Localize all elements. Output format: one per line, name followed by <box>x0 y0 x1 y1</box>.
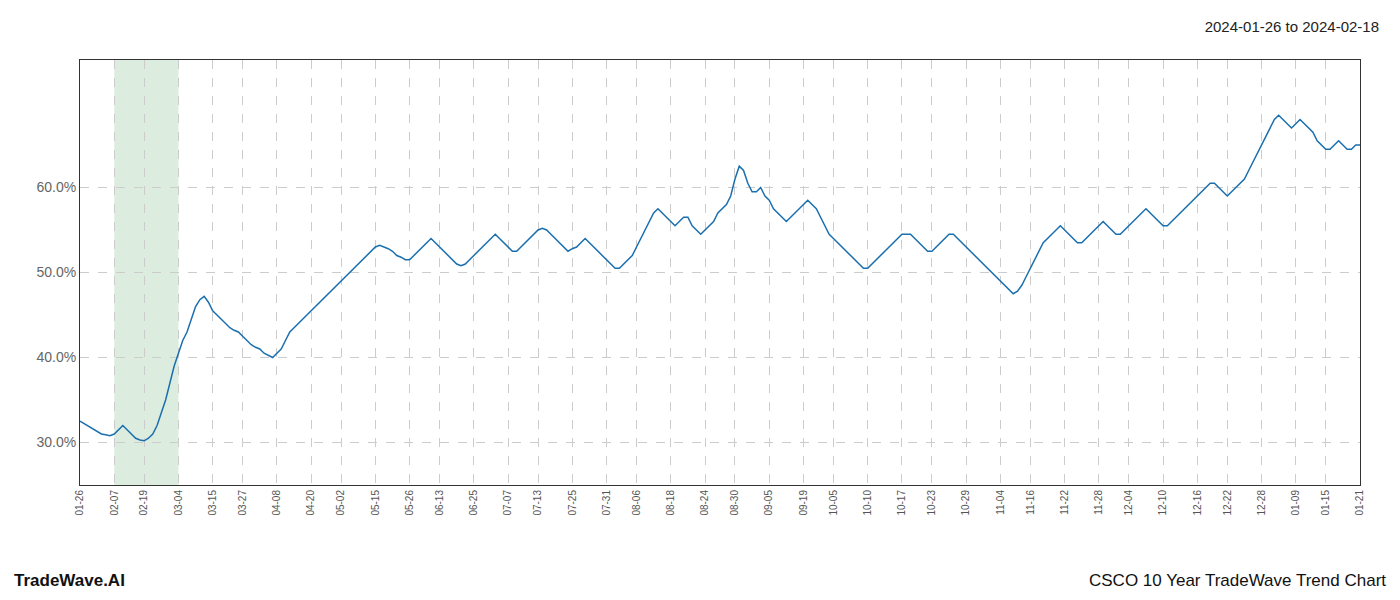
svg-text:30.0%: 30.0% <box>36 434 76 450</box>
svg-text:CSCO 10 Year TradeWave Trend C: CSCO 10 Year TradeWave Trend Chart <box>1089 571 1386 590</box>
svg-text:06-13: 06-13 <box>434 490 445 516</box>
svg-text:05-26: 05-26 <box>404 490 415 516</box>
svg-text:03-27: 03-27 <box>237 490 248 516</box>
svg-text:10-05: 10-05 <box>828 490 839 516</box>
svg-text:01-21: 01-21 <box>1354 490 1365 516</box>
svg-text:01-09: 01-09 <box>1290 490 1301 516</box>
svg-text:01-15: 01-15 <box>1320 490 1331 516</box>
svg-text:05-15: 05-15 <box>370 490 381 516</box>
svg-text:07-13: 07-13 <box>532 490 543 516</box>
svg-text:12-10: 12-10 <box>1157 490 1168 516</box>
svg-text:09-19: 09-19 <box>798 490 809 516</box>
svg-text:06-25: 06-25 <box>468 490 479 516</box>
svg-text:12-22: 12-22 <box>1222 490 1233 516</box>
svg-text:03-04: 03-04 <box>173 490 184 516</box>
svg-text:12-16: 12-16 <box>1192 490 1203 516</box>
svg-text:11-28: 11-28 <box>1093 490 1104 515</box>
svg-text:10-23: 10-23 <box>926 490 937 516</box>
svg-text:02-19: 02-19 <box>138 490 149 516</box>
svg-text:11-04: 11-04 <box>995 490 1006 515</box>
svg-text:11-22: 11-22 <box>1059 490 1070 515</box>
svg-text:40.0%: 40.0% <box>36 349 76 365</box>
svg-text:50.0%: 50.0% <box>36 264 76 280</box>
svg-text:10-17: 10-17 <box>896 490 907 516</box>
svg-text:09-05: 09-05 <box>763 490 774 516</box>
svg-text:02-07: 02-07 <box>109 490 120 516</box>
svg-text:10-29: 10-29 <box>960 490 971 516</box>
svg-text:03-15: 03-15 <box>207 490 218 516</box>
svg-text:08-18: 08-18 <box>665 490 676 516</box>
svg-text:07-07: 07-07 <box>502 490 513 516</box>
svg-text:08-24: 08-24 <box>699 490 710 516</box>
svg-text:12-04: 12-04 <box>1123 490 1134 516</box>
svg-text:2024-01-26 to 2024-02-18: 2024-01-26 to 2024-02-18 <box>1205 18 1379 35</box>
svg-text:04-08: 04-08 <box>271 490 282 516</box>
svg-text:TradeWave.AI: TradeWave.AI <box>14 571 125 590</box>
svg-text:08-30: 08-30 <box>729 490 740 516</box>
svg-text:07-31: 07-31 <box>601 490 612 516</box>
svg-text:10-10: 10-10 <box>862 490 873 516</box>
svg-text:01-26: 01-26 <box>74 490 85 516</box>
svg-text:07-25: 07-25 <box>567 490 578 516</box>
svg-text:04-20: 04-20 <box>305 490 316 516</box>
svg-text:05-02: 05-02 <box>335 490 346 516</box>
svg-text:11-16: 11-16 <box>1025 490 1036 515</box>
svg-text:12-28: 12-28 <box>1256 490 1267 516</box>
svg-text:08-06: 08-06 <box>631 490 642 516</box>
svg-text:60.0%: 60.0% <box>36 179 76 195</box>
